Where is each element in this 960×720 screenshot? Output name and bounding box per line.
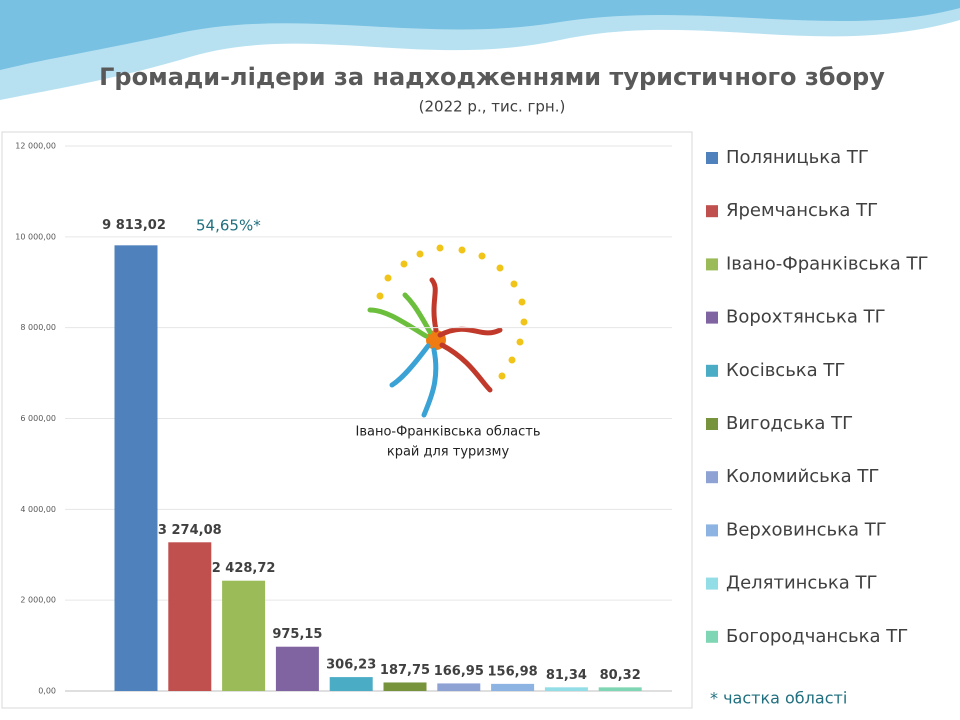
y-tick-label: 2 000,00 <box>20 596 56 605</box>
wave <box>0 0 960 70</box>
y-tick-label: 0,00 <box>38 687 56 696</box>
legend-swatch <box>706 524 718 537</box>
legend-swatch <box>706 205 718 218</box>
legend-label: Богородчанська ТГ <box>726 626 908 647</box>
bar <box>437 683 481 691</box>
y-tick-label: 8 000,00 <box>20 323 56 332</box>
legend-swatch <box>706 418 718 430</box>
chart-title: Громади-лідери за надходженнями туристич… <box>99 63 885 91</box>
value-label: 81,34 <box>546 668 587 683</box>
value-label: 2 428,72 <box>212 561 276 576</box>
logo-text: край для туризму <box>387 445 510 460</box>
legend-label: Коломийська ТГ <box>726 466 879 487</box>
legend-label: Івано-Франківська ТГ <box>726 253 929 274</box>
y-tick-label: 10 000,00 <box>15 232 56 241</box>
plot-frame <box>1 131 693 709</box>
bar <box>491 683 535 691</box>
legend-label: Ворохтянська ТГ <box>726 307 886 328</box>
legend-swatch <box>706 152 718 164</box>
value-label: 3 274,08 <box>158 523 222 538</box>
y-tick-label: 12 000,00 <box>15 142 56 151</box>
value-label: 187,75 <box>380 663 430 678</box>
legend-label: Яремчанська ТГ <box>726 200 878 221</box>
bar <box>222 580 266 691</box>
legend-label: Поляницька ТГ <box>726 147 869 168</box>
bar <box>329 677 373 691</box>
bar <box>544 687 588 691</box>
legend-swatch <box>706 364 718 377</box>
logo: Івано-Франківська область край для туриз… <box>355 244 541 460</box>
legend-swatch <box>706 471 718 484</box>
legend-swatch <box>706 258 718 271</box>
logo-stars <box>376 244 528 380</box>
y-tick-label: 6 000,00 <box>20 414 56 423</box>
y-tick-label: 4 000,00 <box>20 505 56 514</box>
legend-label: Вигодська ТГ <box>726 413 853 434</box>
value-label: 306,23 <box>326 658 376 673</box>
value-label: 156,98 <box>488 664 538 679</box>
value-label: 9 813,02 <box>102 218 166 233</box>
legend-label: Косівська ТГ <box>726 360 845 381</box>
bar <box>383 682 427 691</box>
logo-petals <box>367 277 503 418</box>
legend-swatch <box>706 577 718 590</box>
legend-label: Верховинська ТГ <box>726 519 887 540</box>
bar <box>275 646 319 691</box>
bar <box>114 245 158 691</box>
value-label: 80,32 <box>600 668 641 683</box>
legend-swatch <box>706 630 718 643</box>
bar <box>598 687 642 691</box>
legend-label: Делятинська ТГ <box>726 573 878 594</box>
annotation: 54,65%* <box>196 217 261 235</box>
value-label: 975,15 <box>272 627 322 642</box>
logo-text: Івано-Франківська область <box>355 425 540 440</box>
bar <box>168 542 212 691</box>
legend-swatch <box>706 311 718 324</box>
footnote: * частка області <box>710 689 847 708</box>
value-label: 166,95 <box>434 664 484 679</box>
wave <box>0 0 960 100</box>
chart-subtitle: (2022 р., тис. грн.) <box>419 98 566 116</box>
